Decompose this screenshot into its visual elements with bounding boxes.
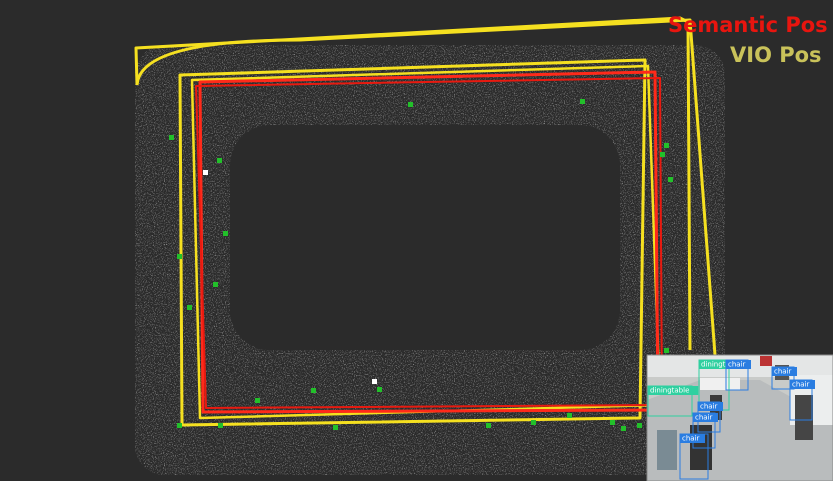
detection-label-bg: [726, 360, 751, 369]
detection-label-bg: [698, 402, 723, 411]
landmark: [664, 348, 669, 353]
landmark: [660, 152, 665, 157]
landmark: [408, 102, 413, 107]
landmark: [664, 143, 669, 148]
object: [760, 356, 772, 366]
detection-label-bg: [680, 434, 705, 443]
detection-label: diningtable: [650, 387, 689, 395]
landmark: [177, 423, 182, 428]
legend-semantic: Semantic Pos: [668, 13, 828, 37]
detection-label: chair: [695, 414, 713, 422]
vio-trajectory: [134, 16, 692, 427]
landmark: [377, 387, 382, 392]
landmark: [255, 398, 260, 403]
landmarks: [169, 99, 673, 431]
landmark: [486, 423, 491, 428]
landmark: [567, 413, 572, 418]
vio-trajectory: [135, 18, 717, 356]
detection-label: chair: [682, 435, 700, 443]
detection-label-bg: [648, 386, 699, 395]
landmark: [621, 426, 626, 431]
person: [657, 430, 677, 470]
landmark: [213, 282, 218, 287]
landmark: [217, 158, 222, 163]
detection-label-bg: [693, 413, 718, 422]
detection-label-bg: [790, 380, 815, 389]
detections: diningtablechairchairchairdiningtablecha…: [647, 359, 815, 480]
detection-label: chair: [792, 381, 810, 389]
landmark: [580, 99, 585, 104]
landmark: [187, 305, 192, 310]
legend-vio: VIO Pos: [730, 43, 822, 67]
camera-border: [646, 354, 833, 481]
chair: [795, 395, 813, 440]
landmark: [218, 423, 223, 428]
detection-label: chair: [728, 361, 746, 369]
detection-label-bg: [699, 360, 750, 369]
landmark: [177, 254, 182, 259]
landmark: [169, 135, 174, 140]
landmark: [610, 420, 615, 425]
current-landmark: [372, 379, 377, 384]
camera-inset: [647, 355, 833, 481]
table: [700, 378, 740, 390]
landmark: [668, 177, 673, 182]
detection-label-bg: [772, 367, 797, 376]
detection-label: chair: [700, 403, 718, 411]
landmark: [637, 423, 642, 428]
landmark: [223, 231, 228, 236]
detection-label: chair: [774, 368, 792, 376]
detection-label: diningtable: [701, 361, 740, 369]
current-landmark: [203, 170, 208, 175]
trajectories: [134, 16, 717, 427]
landmark: [333, 425, 338, 430]
landmark: [531, 420, 536, 425]
landmark: [311, 388, 316, 393]
